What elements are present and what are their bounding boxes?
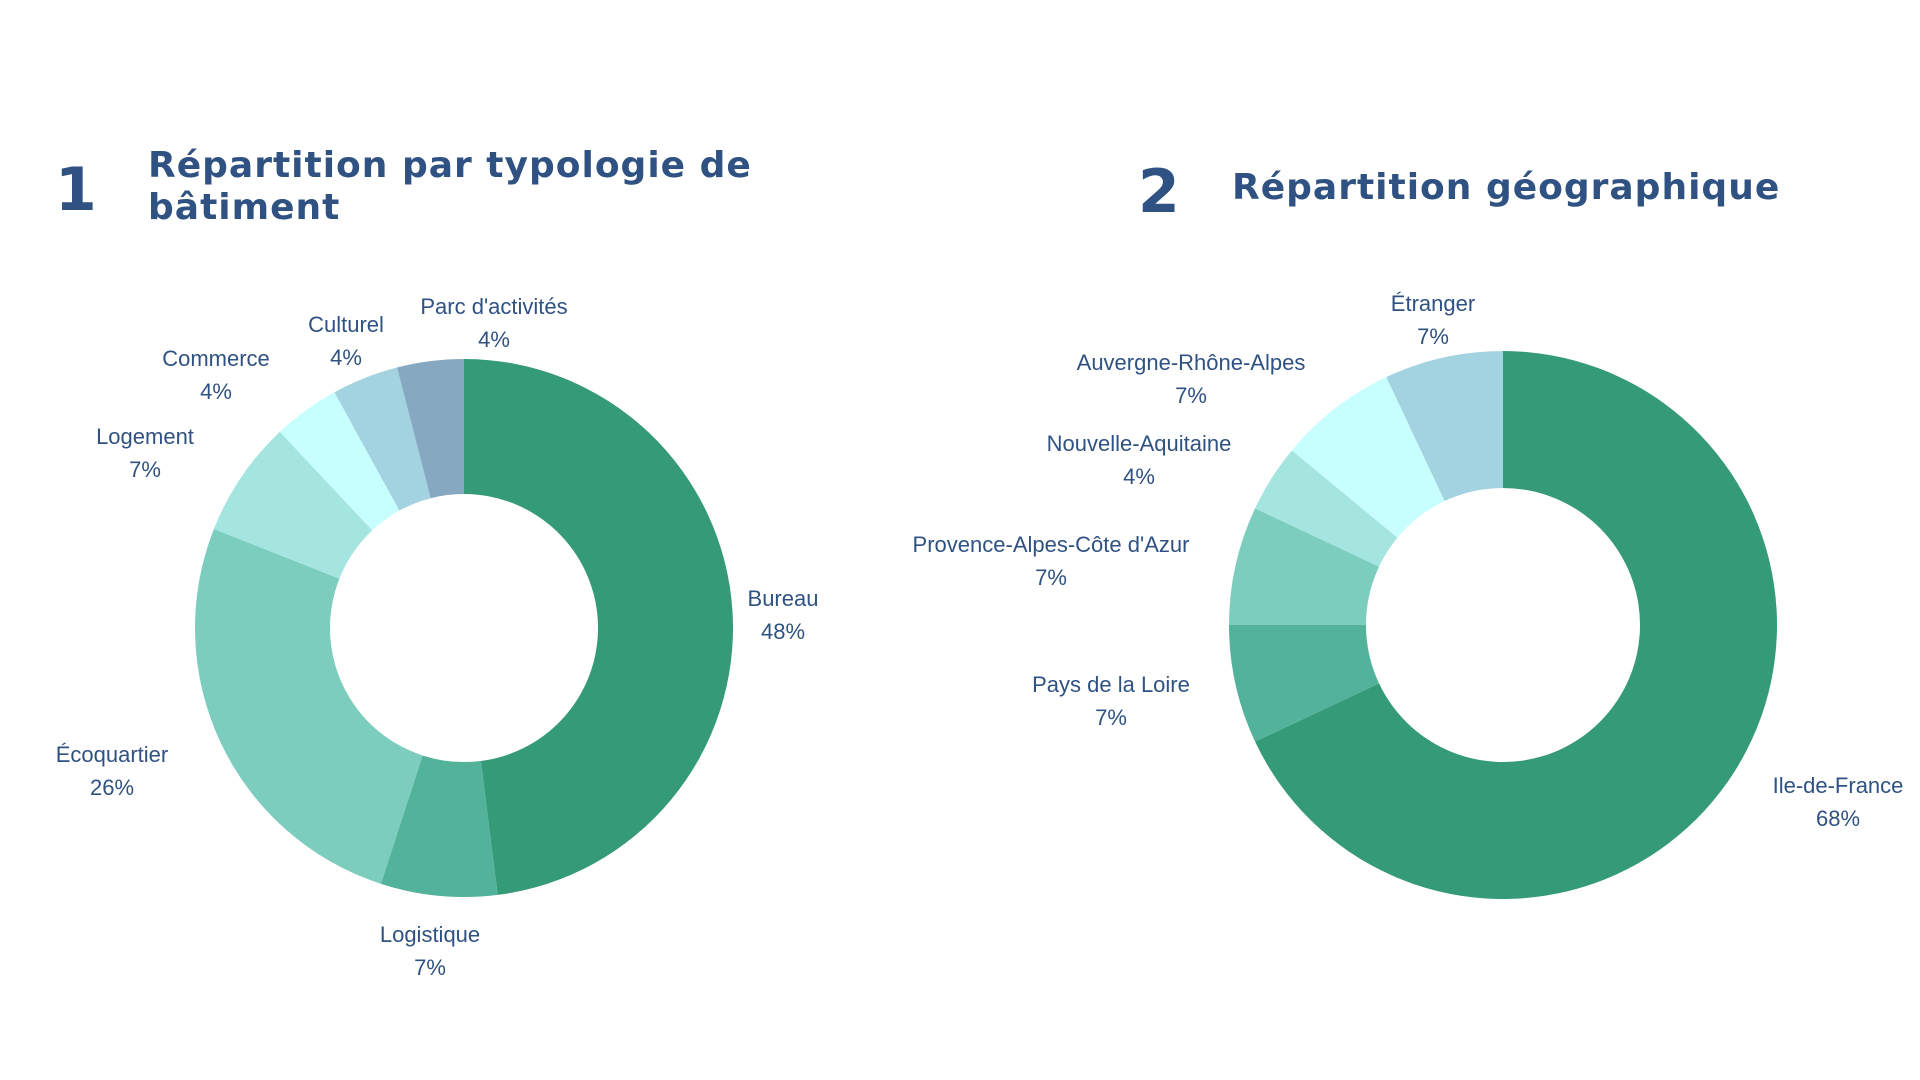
value-ile-de-france: 68% xyxy=(1816,806,1860,831)
label-ecoquartier: Écoquartier xyxy=(56,742,169,767)
slice-bureau xyxy=(464,359,733,895)
value-bureau: 48% xyxy=(761,619,805,644)
label-provence-alpes-cote-d-azur: Provence-Alpes-Côte d'Azur xyxy=(913,532,1190,557)
label-parc-d-activites: Parc d'activités xyxy=(420,294,567,319)
label-etranger: Étranger xyxy=(1391,291,1475,316)
panel-2-title-line-1: Répartition géographique xyxy=(1232,167,1781,208)
slice-pays-de-la-loire xyxy=(1229,625,1380,742)
donut-chart-geographique: Ile-de-France 68% Pays de la Loire 7% Proven… xyxy=(913,291,1904,899)
panel-1-title: Répartition par typologie de bâtiment xyxy=(148,145,752,229)
slice-parc-d-activites xyxy=(397,359,464,499)
donut-chart-typologie: Bureau 48% Logistique 7% Écoquartier 26% Logem… xyxy=(56,294,819,980)
slice-logement xyxy=(213,431,373,579)
label-nouvelle-aquitaine: Nouvelle-Aquitaine xyxy=(1047,431,1232,456)
value-logement: 7% xyxy=(129,457,161,482)
slice-etranger xyxy=(1386,351,1503,502)
panel-1-number: 1 xyxy=(55,155,97,225)
slice-ile-de-france xyxy=(1255,351,1777,899)
slice-culturel xyxy=(334,367,431,511)
label-logement: Logement xyxy=(96,424,194,449)
panel-1-title-line-1: Répartition par typologie de xyxy=(148,145,752,186)
panel-2-title: Répartition géographique xyxy=(1232,167,1780,209)
panel-2-number: 2 xyxy=(1138,157,1180,227)
value-commerce: 4% xyxy=(200,379,232,404)
slice-provence-alpes-cote-d-azur xyxy=(1229,508,1380,625)
panel-1-title-line-2: bâtiment xyxy=(148,187,341,228)
value-auvergne-rhone-alpes: 7% xyxy=(1175,383,1207,408)
value-parc-d-activites: 4% xyxy=(478,327,510,352)
value-pays-de-la-loire: 7% xyxy=(1095,705,1127,730)
slice-ecoquartier xyxy=(194,528,423,884)
label-auvergne-rhone-alpes: Auvergne-Rhône-Alpes xyxy=(1077,350,1306,375)
value-etranger: 7% xyxy=(1417,324,1449,349)
value-ecoquartier: 26% xyxy=(90,775,134,800)
label-commerce: Commerce xyxy=(162,346,270,371)
slice-logistique xyxy=(380,755,498,897)
slice-commerce xyxy=(279,392,400,531)
slice-nouvelle-aquitaine xyxy=(1255,450,1398,567)
label-pays-de-la-loire: Pays de la Loire xyxy=(1032,672,1190,697)
label-bureau: Bureau xyxy=(748,586,819,611)
label-culturel: Culturel xyxy=(308,312,384,337)
value-nouvelle-aquitaine: 4% xyxy=(1123,464,1155,489)
label-ile-de-france: Ile-de-France xyxy=(1773,773,1904,798)
value-provence-alpes-cote-d-azur: 7% xyxy=(1035,565,1067,590)
value-logistique: 7% xyxy=(414,955,446,980)
slice-auvergne-rhone-alpes xyxy=(1291,377,1445,538)
value-culturel: 4% xyxy=(330,345,362,370)
label-logistique: Logistique xyxy=(380,922,480,947)
